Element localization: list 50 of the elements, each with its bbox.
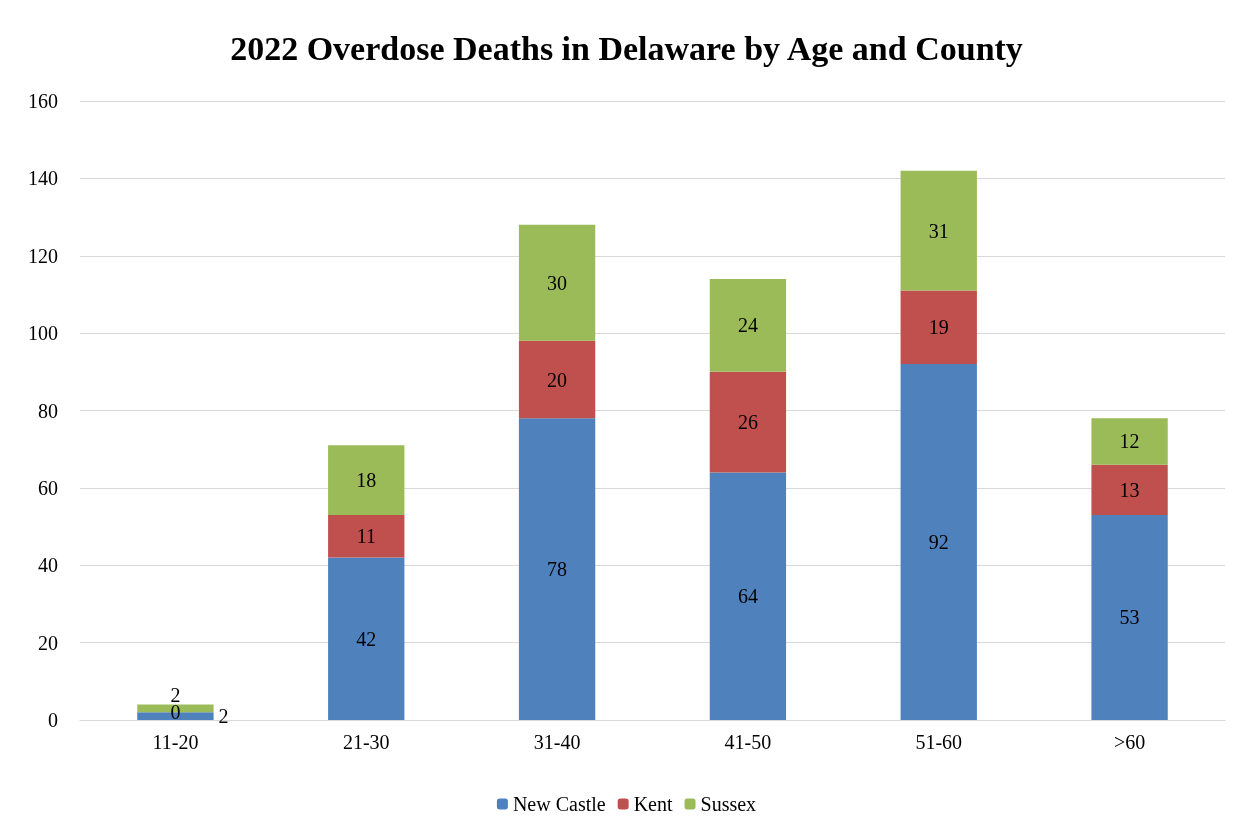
bar (518, 418, 596, 720)
data-label: 13 (1119, 478, 1140, 501)
y-tick-label: 0 (48, 709, 58, 731)
bar (709, 472, 787, 720)
x-tick-label: >60 (1113, 731, 1146, 753)
y-tick-label: 80 (38, 399, 58, 422)
x-tick-label: 41-50 (724, 731, 772, 753)
bar (1091, 464, 1168, 515)
y-tick-label: 40 (38, 554, 58, 577)
bar (900, 364, 977, 720)
data-label: 24 (737, 314, 758, 337)
data-label: 42 (356, 627, 377, 650)
data-label: 53 (1119, 606, 1140, 629)
x-tick-label: 21-30 (342, 731, 390, 753)
bar (518, 224, 596, 341)
data-label: 11 (356, 525, 376, 548)
bar (328, 557, 405, 720)
y-tick-label: 120 (28, 244, 58, 267)
data-label: 26 (737, 411, 758, 434)
data-label: 2 (218, 705, 229, 728)
data-label: 12 (1119, 430, 1140, 453)
y-tick-label: 160 (28, 90, 58, 112)
legend-label: Kent (633, 793, 673, 815)
data-label: 92 (928, 531, 949, 554)
x-tick-label: 51-60 (915, 731, 963, 753)
legend-label: New Castle (512, 793, 606, 815)
y-tick-label: 60 (38, 476, 58, 499)
data-label: 18 (356, 469, 377, 492)
bar (709, 278, 787, 372)
data-label: 30 (547, 271, 568, 294)
legend-label: Sussex (700, 793, 757, 815)
data-label: 19 (928, 316, 949, 339)
y-tick-label: 20 (38, 631, 58, 654)
bar (900, 290, 977, 365)
y-tick-label: 100 (28, 322, 58, 345)
data-label: 20 (547, 368, 568, 391)
bar (328, 445, 405, 515)
bar (900, 170, 977, 291)
bar (1091, 514, 1168, 720)
data-label: 31 (928, 219, 949, 242)
bar (1091, 418, 1168, 465)
bar (328, 514, 405, 558)
y-tick-label: 140 (28, 167, 58, 190)
bar (518, 340, 596, 419)
bar (709, 371, 787, 473)
chart-title: 2022 Overdose Deaths in Delaware by Age and County (230, 29, 1023, 67)
data-label: 78 (547, 558, 568, 581)
data-label: 64 (737, 585, 758, 608)
x-tick-label: 31-40 (533, 731, 581, 753)
x-tick-label: 11-20 (152, 731, 199, 753)
